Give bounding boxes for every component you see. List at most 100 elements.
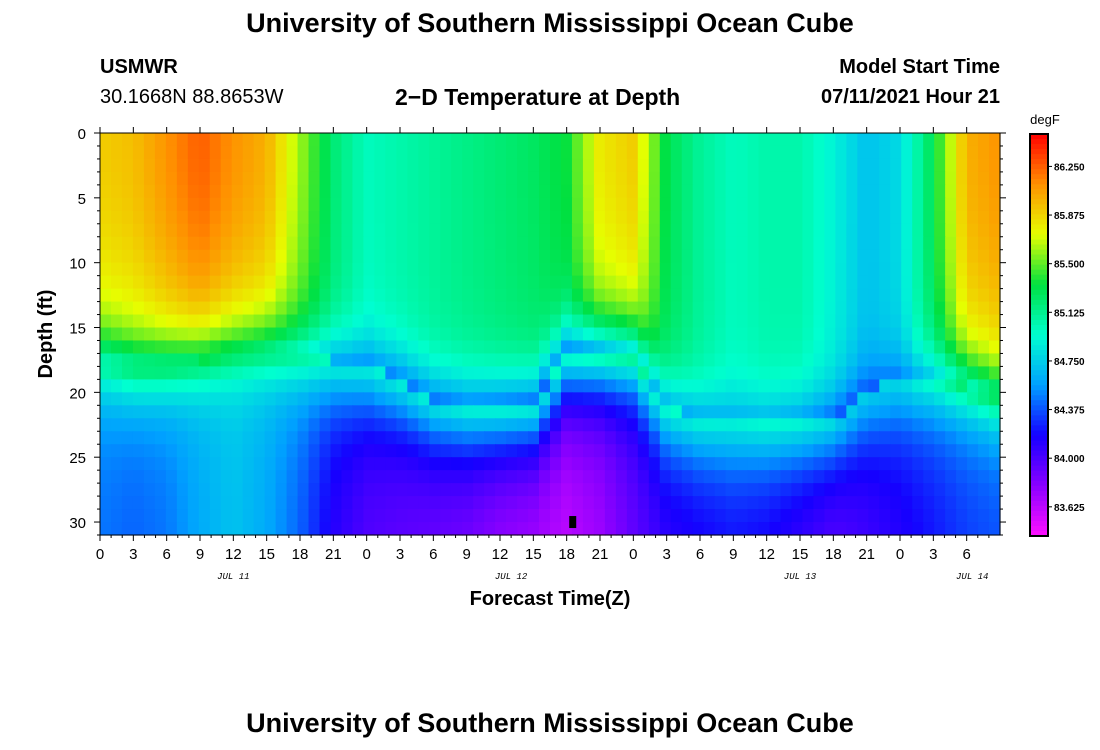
heatmap-cell <box>615 184 628 199</box>
heatmap-cell <box>791 145 804 160</box>
heatmap-cell <box>539 444 551 458</box>
heatmap-cell <box>539 314 551 329</box>
heatmap-cell <box>868 509 880 523</box>
heatmap-cell <box>242 418 255 432</box>
heatmap-cell <box>550 470 562 484</box>
heatmap-cell <box>286 379 299 393</box>
heatmap-cell <box>824 366 836 380</box>
heatmap-cell <box>473 249 485 264</box>
heatmap-cell <box>132 236 145 251</box>
heatmap-cell <box>835 496 847 510</box>
heatmap-cell <box>769 158 782 173</box>
heatmap-cell <box>681 366 694 380</box>
colorbar-segment <box>1030 154 1048 160</box>
heatmap-cell <box>407 327 419 342</box>
heatmap-cell <box>374 197 386 212</box>
heatmap-cell <box>956 197 968 212</box>
heatmap-cell <box>593 249 606 264</box>
heatmap-cell <box>637 197 650 212</box>
heatmap-cell <box>879 366 891 380</box>
heatmap-cell <box>143 444 156 458</box>
heatmap-cell <box>539 171 551 186</box>
heatmap-cell <box>528 366 540 380</box>
heatmap-cell <box>132 379 145 393</box>
heatmap-cell <box>165 483 178 497</box>
heatmap-cell <box>670 379 683 393</box>
heatmap-cell <box>769 171 782 186</box>
heatmap-cell <box>670 470 683 484</box>
heatmap-cell <box>824 444 836 458</box>
heatmap-cell <box>725 405 738 419</box>
heatmap-cell <box>176 327 189 342</box>
date-label: JUL 12 <box>495 572 528 582</box>
heatmap-cell <box>473 340 485 355</box>
heatmap-cell <box>220 145 233 160</box>
x-tick-label: 3 <box>929 546 937 563</box>
heatmap-cell <box>747 470 760 484</box>
heatmap-cell <box>692 262 705 277</box>
heatmap-cell <box>418 418 430 432</box>
heatmap-cell <box>967 509 979 523</box>
heatmap-cell <box>121 197 134 212</box>
heatmap-cell <box>132 431 145 445</box>
heatmap-cell <box>264 470 277 484</box>
heatmap-cell <box>978 431 990 445</box>
heatmap-cell <box>495 262 507 277</box>
heatmap-cell <box>769 418 782 432</box>
heatmap-cell <box>725 197 738 212</box>
heatmap-cell <box>154 522 167 536</box>
heatmap-cell <box>560 314 573 329</box>
heatmap-cell <box>539 236 551 251</box>
heatmap-cell <box>429 158 441 173</box>
heatmap-cell <box>912 509 924 523</box>
heatmap-cell <box>670 483 683 497</box>
heatmap-cell <box>967 275 979 290</box>
heatmap-cell <box>593 522 606 536</box>
heatmap-cell <box>209 496 222 510</box>
heatmap-cell <box>824 379 836 393</box>
heatmap-cell <box>440 327 452 342</box>
heatmap-cell <box>440 509 452 523</box>
heatmap-cell <box>714 379 727 393</box>
heatmap-cell <box>714 392 727 406</box>
heatmap-cell <box>714 184 727 199</box>
heatmap-cell <box>473 483 485 497</box>
heatmap-cell <box>517 210 529 225</box>
heatmap-cell <box>890 496 902 510</box>
heatmap-cell <box>143 314 156 329</box>
heatmap-cell <box>176 145 189 160</box>
heatmap-cell <box>802 353 815 368</box>
heatmap-cell <box>593 301 606 316</box>
x-tick-label: 18 <box>558 546 575 563</box>
heatmap-cell <box>890 301 902 316</box>
heatmap-cell <box>396 275 408 290</box>
heatmap-cell <box>890 288 902 303</box>
heatmap-cell <box>176 340 189 355</box>
heatmap-cell <box>396 457 408 471</box>
heatmap-cell <box>835 249 847 264</box>
heatmap-cell <box>956 444 968 458</box>
heatmap-cell <box>923 171 935 186</box>
heatmap-cell <box>418 353 430 368</box>
heatmap-cell <box>176 249 189 264</box>
heatmap-cell <box>187 133 200 147</box>
heatmap-cell <box>802 288 815 303</box>
heatmap-cell <box>176 262 189 277</box>
heatmap-cell <box>440 444 452 458</box>
x-tick-label: 21 <box>592 546 609 563</box>
heatmap-cell <box>341 353 354 368</box>
heatmap-cell <box>528 133 540 147</box>
heatmap-cell <box>396 418 408 432</box>
colorbar-segment <box>1030 269 1048 276</box>
heatmap-cell <box>747 314 760 329</box>
heatmap-cell <box>473 470 485 484</box>
heatmap-cell <box>418 379 430 393</box>
heatmap-cell <box>659 496 672 510</box>
heatmap-cell <box>100 366 112 380</box>
heatmap-cell <box>517 340 529 355</box>
heatmap-cell <box>692 496 705 510</box>
heatmap-cell <box>824 392 836 406</box>
colorbar-frame <box>1029 133 1049 537</box>
heatmap-cell <box>264 496 277 510</box>
heatmap-cell <box>462 522 474 536</box>
